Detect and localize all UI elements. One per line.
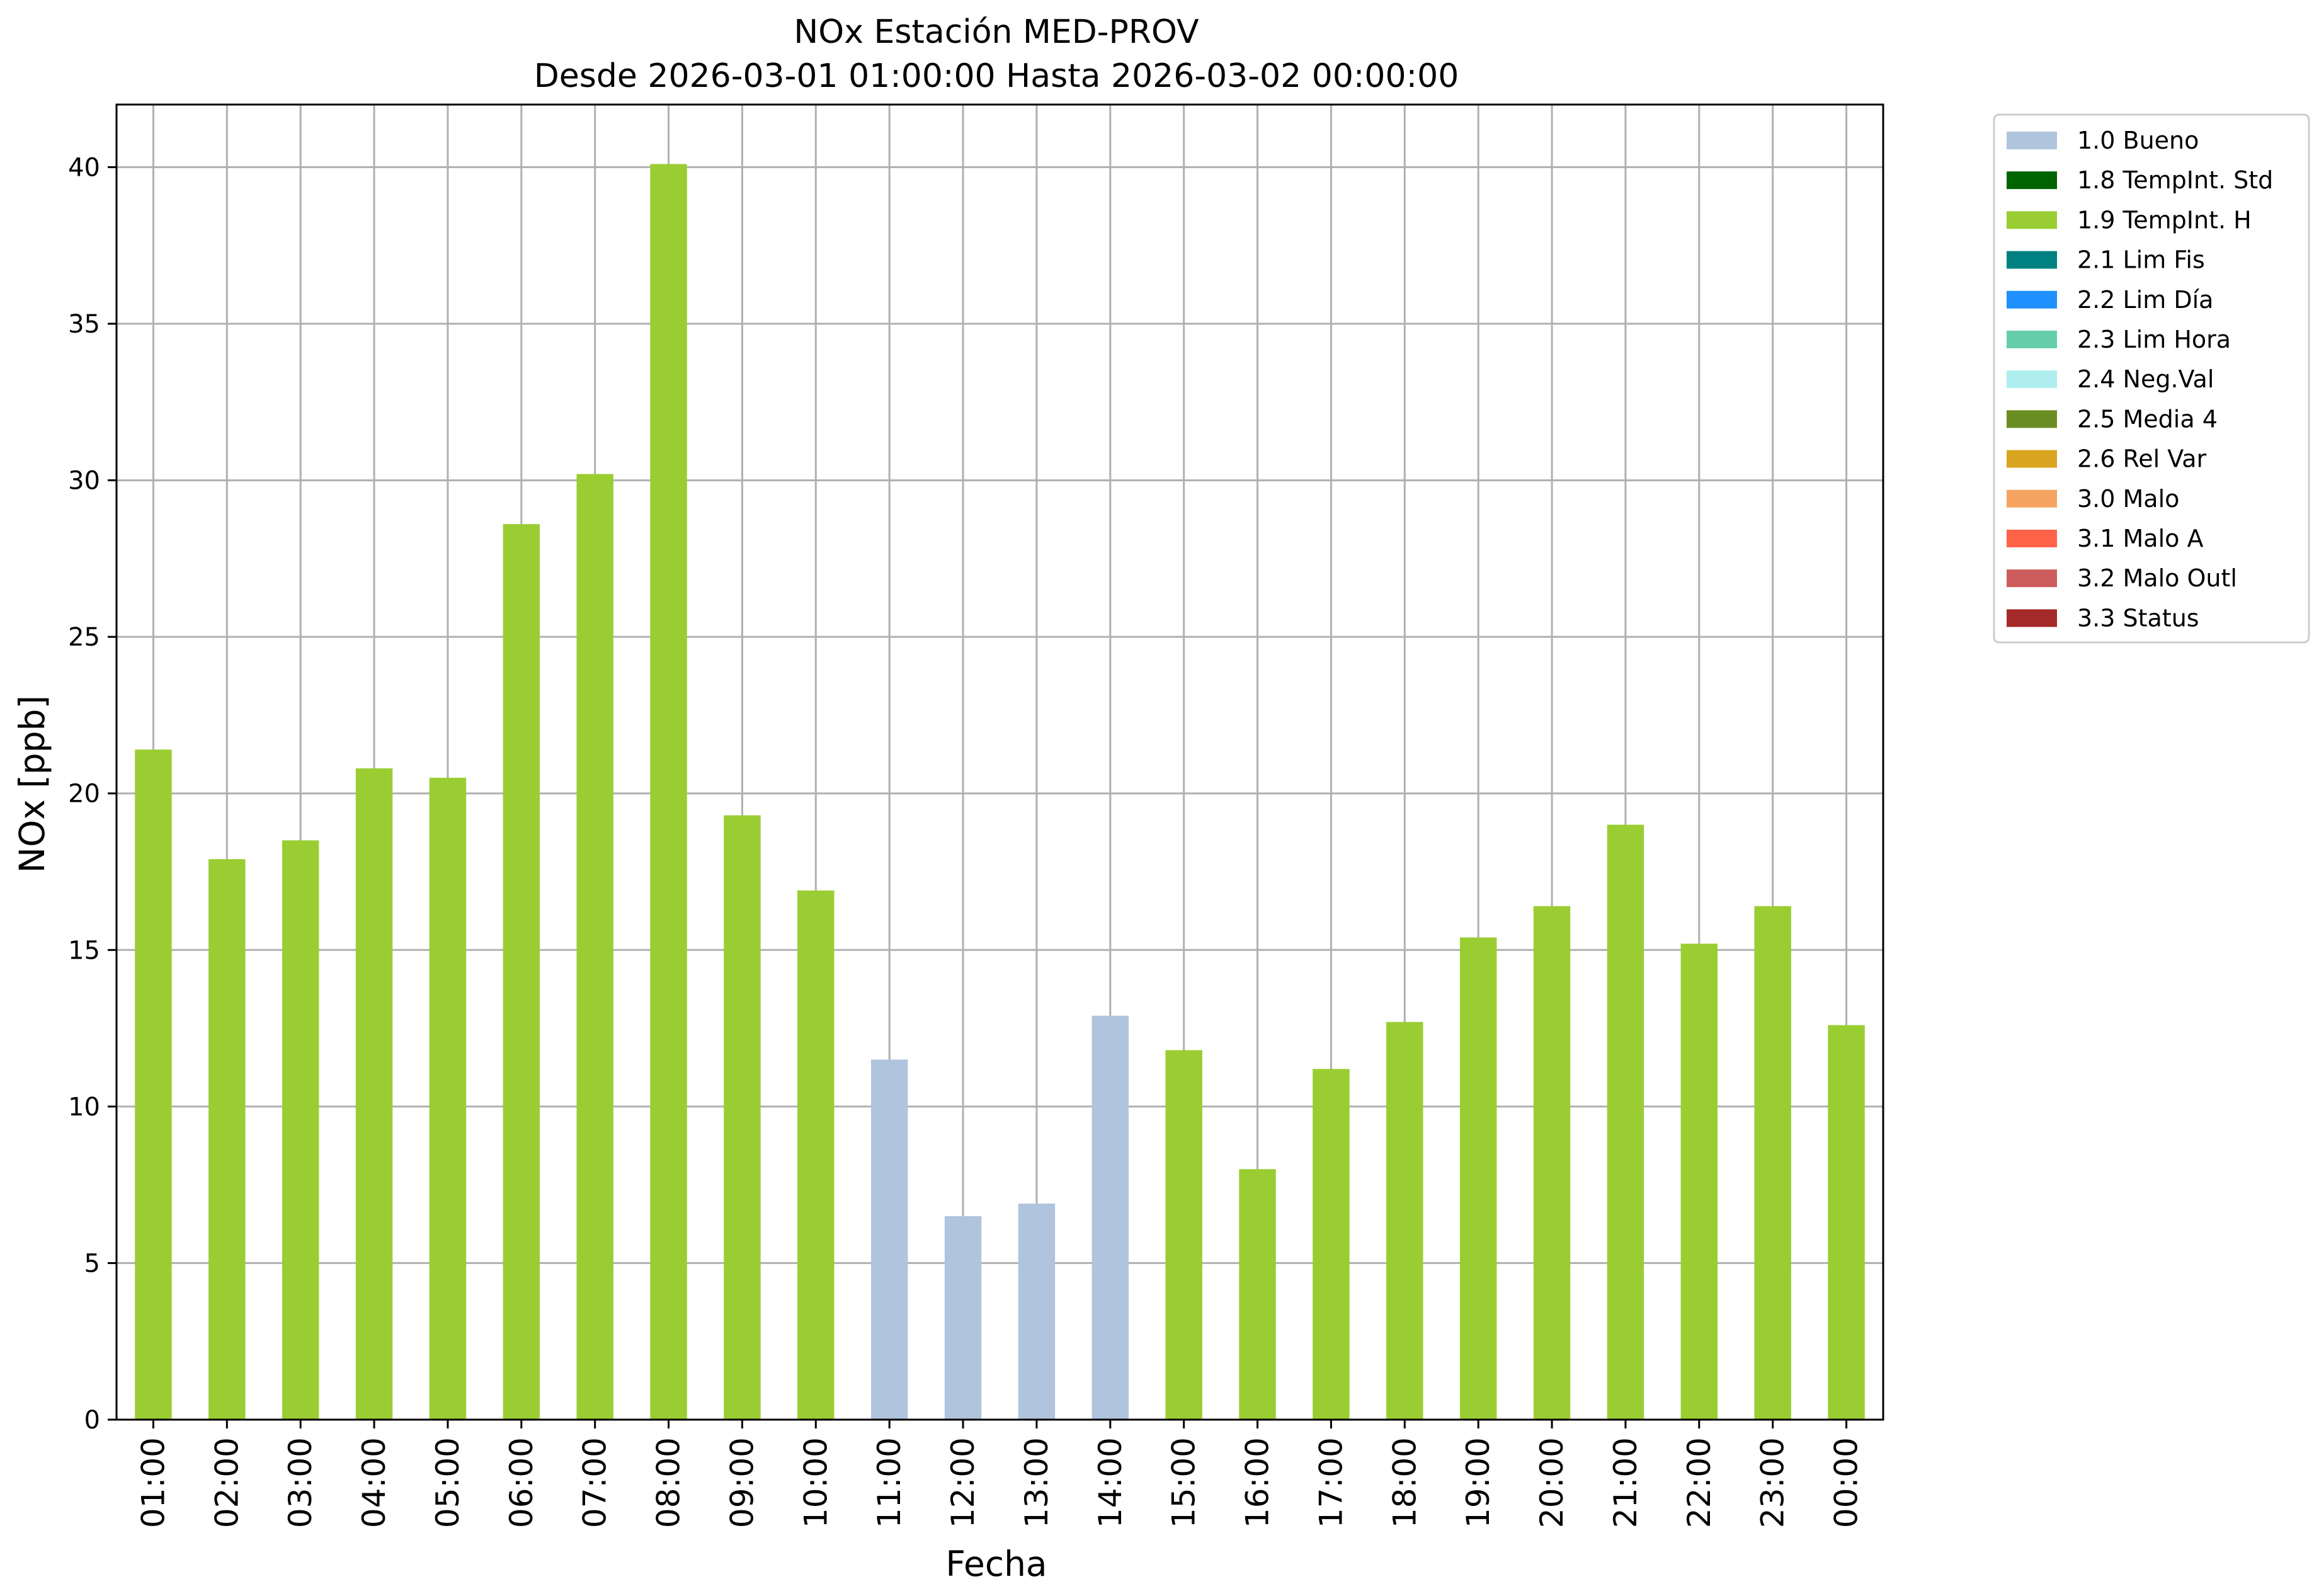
bar-series	[135, 164, 1865, 1420]
bar	[503, 524, 540, 1420]
x-tick-label: 20:00	[1534, 1437, 1570, 1528]
y-tick-label: 10	[68, 1093, 100, 1122]
x-tick-label: 18:00	[1386, 1437, 1423, 1528]
legend-label: 1.0 Bueno	[2077, 127, 2199, 154]
legend-label: 3.1 Malo A	[2077, 525, 2203, 552]
y-axis-ticks: 0 5 10 15 20 25 30 35 40	[68, 153, 117, 1435]
x-axis-ticks: 01:00 02:00 03:00 04:00 05:00 06:00 07:00 08:00…	[135, 1420, 1865, 1528]
y-tick-label: 15	[68, 936, 100, 965]
y-tick-label: 5	[84, 1249, 100, 1278]
legend-label: 1.9 TempInt. H	[2077, 206, 2252, 234]
x-tick-label: 16:00	[1239, 1437, 1276, 1528]
x-tick-label: 10:00	[797, 1437, 834, 1528]
x-tick-label: 23:00	[1755, 1437, 1791, 1528]
y-tick-label: 0	[84, 1406, 100, 1435]
legend-swatch	[2007, 410, 2057, 428]
bar	[1607, 824, 1644, 1420]
legend-label: 3.0 Malo	[2077, 485, 2179, 513]
legend-swatch	[2007, 211, 2057, 229]
bar	[1386, 1022, 1423, 1420]
bar	[1018, 1203, 1056, 1420]
legend-swatch	[2007, 530, 2057, 547]
bar	[135, 750, 172, 1420]
legend-swatch	[2007, 609, 2057, 627]
x-tick-label: 22:00	[1681, 1437, 1718, 1528]
x-tick-label: 01:00	[135, 1437, 171, 1528]
legend-frame	[1993, 113, 2310, 644]
y-tick-label: 30	[68, 467, 100, 496]
plot-area-frame	[115, 103, 1884, 1421]
x-tick-label: 07:00	[577, 1437, 613, 1528]
bar	[944, 1216, 982, 1420]
legend-label: 2.5 Media 4	[2077, 405, 2218, 433]
legend-label: 2.3 Lim Hora	[2077, 326, 2231, 353]
y-axis-label: NOx [ppb]	[12, 695, 52, 873]
x-tick-label: 11:00	[871, 1437, 908, 1528]
legend-swatch	[2007, 171, 2057, 190]
legend-label: 2.4 Neg.Val	[2077, 365, 2214, 393]
legend-label: 2.2 Lim Día	[2077, 286, 2213, 314]
x-axis-label: Fecha	[945, 1544, 1047, 1584]
x-tick-label: 12:00	[945, 1437, 981, 1528]
bar	[1754, 906, 1791, 1420]
bar	[282, 840, 319, 1420]
chart-title: NOx Estación MED-PROV	[794, 13, 1199, 51]
bar	[1533, 906, 1571, 1420]
legend-swatch	[2007, 331, 2057, 348]
bar	[1680, 943, 1718, 1420]
x-tick-label: 21:00	[1607, 1437, 1644, 1528]
x-tick-label: 03:00	[282, 1437, 319, 1528]
bar	[429, 777, 467, 1420]
bar	[576, 474, 613, 1420]
x-tick-label: 02:00	[208, 1437, 245, 1528]
legend-swatch	[2007, 132, 2057, 149]
bar	[1239, 1169, 1276, 1420]
bar	[1828, 1025, 1865, 1420]
legend-swatch	[2007, 251, 2057, 269]
x-tick-label: 08:00	[651, 1437, 687, 1528]
x-tick-label: 15:00	[1166, 1437, 1202, 1528]
legend-swatch	[2007, 450, 2057, 468]
bar	[1459, 937, 1497, 1420]
x-tick-label: 05:00	[430, 1437, 466, 1528]
bar	[1091, 1015, 1129, 1420]
bar	[355, 768, 393, 1420]
legend-label: 1.8 TempInt. Std	[2077, 166, 2273, 194]
legend-swatch	[2007, 370, 2057, 389]
bar	[650, 164, 687, 1420]
legend-swatch	[2007, 569, 2057, 588]
bar	[797, 890, 835, 1420]
x-tick-label: 19:00	[1460, 1437, 1496, 1528]
y-tick-label: 40	[68, 153, 100, 182]
bar	[1313, 1069, 1350, 1420]
bar	[1165, 1050, 1202, 1420]
x-tick-label: 06:00	[503, 1437, 540, 1528]
chart-subtitle: Desde 2026-03-01 01:00:00 Hasta 2026-03-…	[534, 57, 1459, 95]
legend-label: 3.3 Status	[2077, 604, 2199, 632]
legend-swatch	[2007, 489, 2057, 508]
y-tick-label: 20	[68, 780, 100, 809]
x-tick-label: 17:00	[1313, 1437, 1349, 1528]
y-tick-label: 25	[68, 623, 100, 652]
legend-label: 2.1 Lim Fis	[2077, 246, 2205, 274]
y-tick-label: 35	[68, 310, 100, 339]
bar	[724, 815, 761, 1420]
legend: 1.0 Bueno 1.8 TempInt. Std 1.9 TempInt. H 2…	[1993, 113, 2310, 644]
legend-swatch	[2007, 290, 2057, 309]
x-tick-label: 00:00	[1828, 1437, 1865, 1528]
legend-label: 2.6 Rel Var	[2077, 445, 2207, 473]
x-tick-label: 04:00	[356, 1437, 392, 1528]
x-tick-label: 13:00	[1018, 1437, 1055, 1528]
bar	[870, 1059, 908, 1420]
x-tick-label: 09:00	[724, 1437, 760, 1528]
legend-label: 3.2 Malo Outl	[2077, 564, 2237, 592]
bar	[208, 859, 246, 1420]
x-tick-label: 14:00	[1092, 1437, 1129, 1528]
